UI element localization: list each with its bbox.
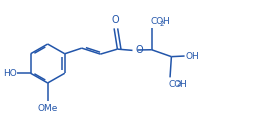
- Text: O: O: [112, 15, 120, 25]
- Text: CO: CO: [169, 80, 182, 89]
- Text: O: O: [135, 45, 143, 55]
- Text: CO: CO: [150, 17, 164, 26]
- Text: OH: OH: [185, 52, 199, 61]
- Text: HO: HO: [3, 69, 17, 78]
- Text: 2: 2: [176, 81, 180, 87]
- Text: 2: 2: [159, 20, 164, 27]
- Text: H: H: [179, 80, 186, 89]
- Text: H: H: [162, 17, 169, 26]
- Text: OMe: OMe: [38, 104, 58, 113]
